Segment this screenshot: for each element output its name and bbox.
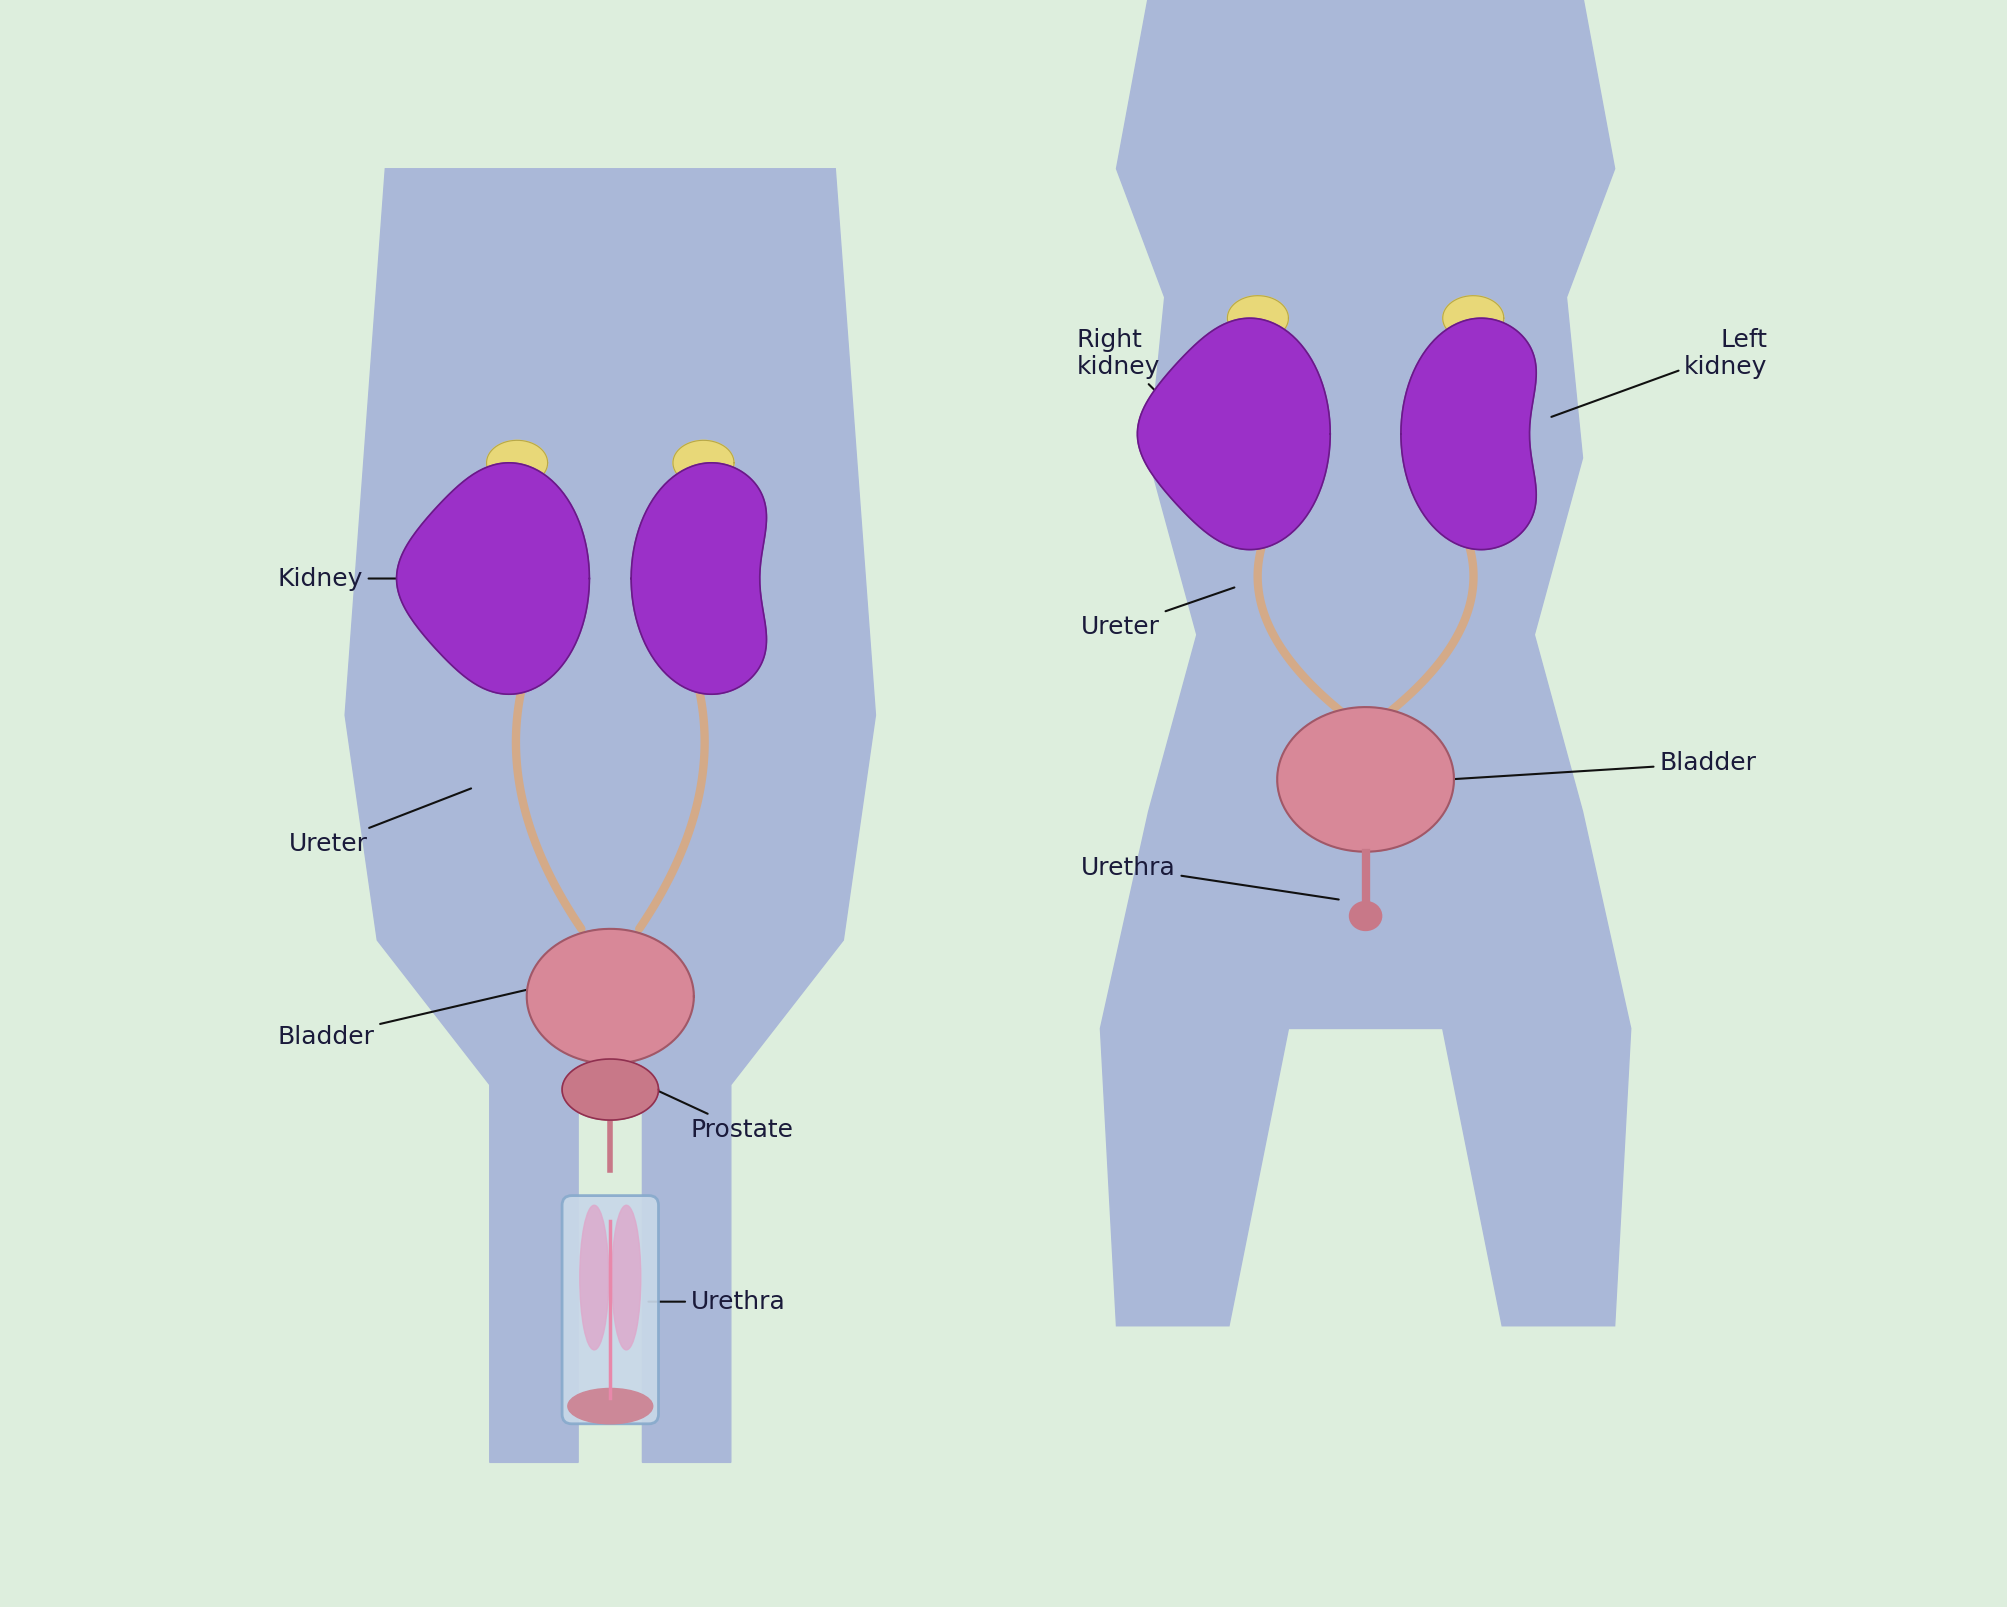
Ellipse shape xyxy=(526,929,694,1064)
Polygon shape xyxy=(630,463,767,694)
Text: Bladder: Bladder xyxy=(277,988,530,1048)
Ellipse shape xyxy=(612,1205,640,1350)
Polygon shape xyxy=(1401,318,1535,550)
FancyBboxPatch shape xyxy=(562,1196,658,1424)
Polygon shape xyxy=(397,463,590,694)
Ellipse shape xyxy=(1349,902,1381,930)
Ellipse shape xyxy=(1441,296,1503,341)
Text: Prostate: Prostate xyxy=(658,1091,793,1141)
Polygon shape xyxy=(1100,0,1630,1326)
Text: Right
kidney: Right kidney xyxy=(1076,328,1180,416)
Text: Urethra: Urethra xyxy=(648,1290,785,1313)
Text: Ureter: Ureter xyxy=(1080,588,1234,638)
Ellipse shape xyxy=(1276,707,1453,852)
Text: Ureter: Ureter xyxy=(289,789,472,855)
Ellipse shape xyxy=(1226,296,1288,341)
Ellipse shape xyxy=(486,440,548,485)
Ellipse shape xyxy=(672,440,735,485)
Ellipse shape xyxy=(562,1059,658,1120)
Polygon shape xyxy=(345,169,875,1462)
Text: Left
kidney: Left kidney xyxy=(1551,328,1766,416)
Ellipse shape xyxy=(580,1205,608,1350)
Text: Urethra: Urethra xyxy=(1080,857,1339,900)
Polygon shape xyxy=(1136,318,1329,550)
Text: Bladder: Bladder xyxy=(1451,752,1756,779)
Text: Kidney: Kidney xyxy=(277,567,429,590)
Ellipse shape xyxy=(568,1388,652,1424)
